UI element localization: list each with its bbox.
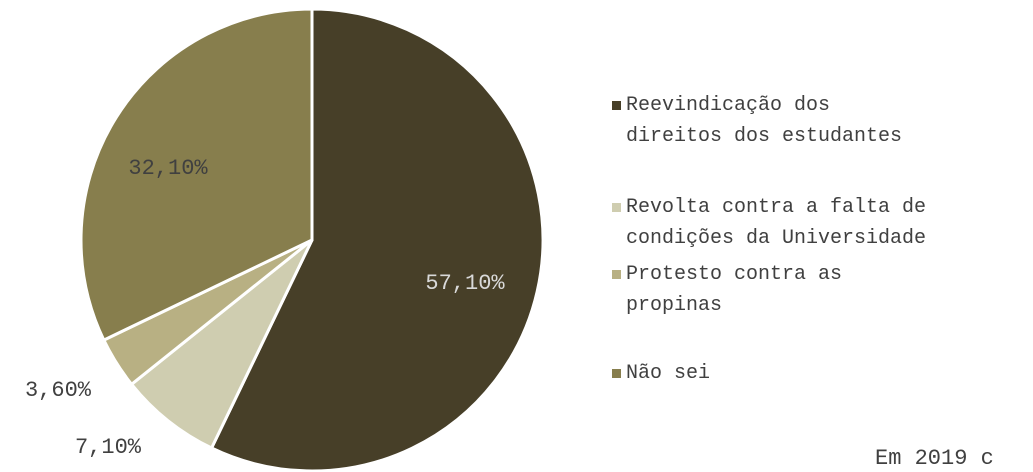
legend-swatch <box>612 270 621 279</box>
legend-item: Não sei <box>612 358 932 389</box>
legend-label: Não sei <box>626 362 711 385</box>
pie-slice <box>129 238 314 451</box>
annotation: Em 2019 c <box>875 446 994 471</box>
legend-swatch <box>612 101 621 110</box>
pie-slice <box>79 7 314 343</box>
legend-swatch <box>612 203 621 212</box>
data-label: 7,10% <box>75 435 142 460</box>
legend-swatch <box>612 369 621 378</box>
legend-item: Protesto contra as propinas <box>612 259 932 321</box>
data-label: 32,10% <box>128 156 208 181</box>
data-label: 57,10% <box>425 271 505 296</box>
pie-slice <box>209 7 545 472</box>
data-label: 3,60% <box>25 378 92 403</box>
legend-label: Revolta contra a falta de condições da U… <box>626 196 927 250</box>
legend-label: Protesto contra as propinas <box>626 263 843 317</box>
legend-item: Reevindicação dos direitos dos estudante… <box>612 90 932 152</box>
legend-label: Reevindicação dos direitos dos estudante… <box>626 94 903 148</box>
legend-item: Revolta contra a falta de condições da U… <box>612 192 932 254</box>
